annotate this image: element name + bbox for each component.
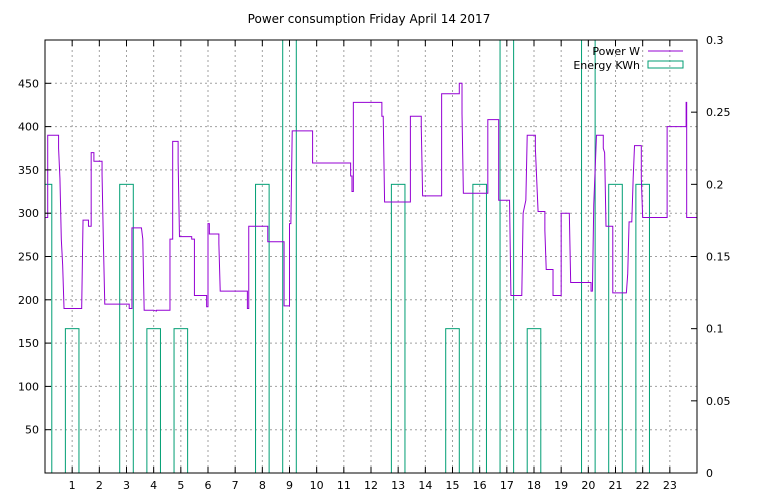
x-tick-label: 9 [286,479,293,492]
x-tick-label: 18 [527,479,541,492]
legend-label-power: Power W [592,45,640,58]
energy-bar [390,183,406,474]
y-left-tick-label: 450 [18,77,39,90]
x-tick-label: 14 [418,479,432,492]
x-tick-label: 8 [259,479,266,492]
legend-label-energy: Energy KWh [573,59,640,72]
legend: Power W Energy KWh [573,45,684,72]
power-series [45,82,697,312]
x-tick-label: 12 [364,479,378,492]
y-right-tick-label: 0.25 [706,106,731,119]
chart-title: Power consumption Friday April 14 2017 [248,12,491,26]
x-tick-label: 1 [69,479,76,492]
y-right-tick-label: 0.3 [706,34,724,47]
y-left-tick-label: 100 [18,380,39,393]
x-tick-label: 23 [663,479,677,492]
x-tick-label: 10 [310,479,324,492]
y-left-tick-label: 200 [18,294,39,307]
y-right-tick-label: 0.2 [706,178,724,191]
x-tick-label: 20 [581,479,595,492]
x-tick-label: 22 [636,479,650,492]
energy-bar [472,183,487,474]
x-tick-label: 15 [446,479,460,492]
x-tick-label: 7 [232,479,239,492]
energy-bar [255,183,270,474]
y-left-tick-label: 150 [18,337,39,350]
x-tick-label: 13 [391,479,405,492]
x-tick-label: 5 [177,479,184,492]
x-tick-label: 21 [609,479,623,492]
x-tick-label: 16 [473,479,487,492]
x-tick-label: 17 [500,479,514,492]
y-left-tick-label: 250 [18,251,39,264]
y-left-tick-label: 300 [18,207,39,220]
x-tick-label: 6 [205,479,212,492]
energy-bar [635,183,650,474]
x-tick-label: 2 [96,479,103,492]
legend-swatch-energy [647,60,684,69]
x-tick-label: 4 [150,479,157,492]
x-tick-label: 19 [554,479,568,492]
y-right-tick-label: 0.15 [706,251,731,264]
y-right-tick-label: 0.1 [706,323,724,336]
grid [45,40,697,473]
y-left-tick-label: 400 [18,121,39,134]
axes: 1 2 3 4 5 6 7 8 9 10 11 12 13 14 15 16 17 18 19 20 21 22 23501… [18,34,731,492]
x-tick-label: 11 [337,479,351,492]
y-left-tick-label: 350 [18,164,39,177]
y-left-tick-label: 50 [25,424,39,437]
y-right-tick-label: 0.05 [706,395,731,408]
y-right-tick-label: 0 [706,467,713,480]
x-tick-label: 3 [123,479,130,492]
power-line [45,82,697,312]
